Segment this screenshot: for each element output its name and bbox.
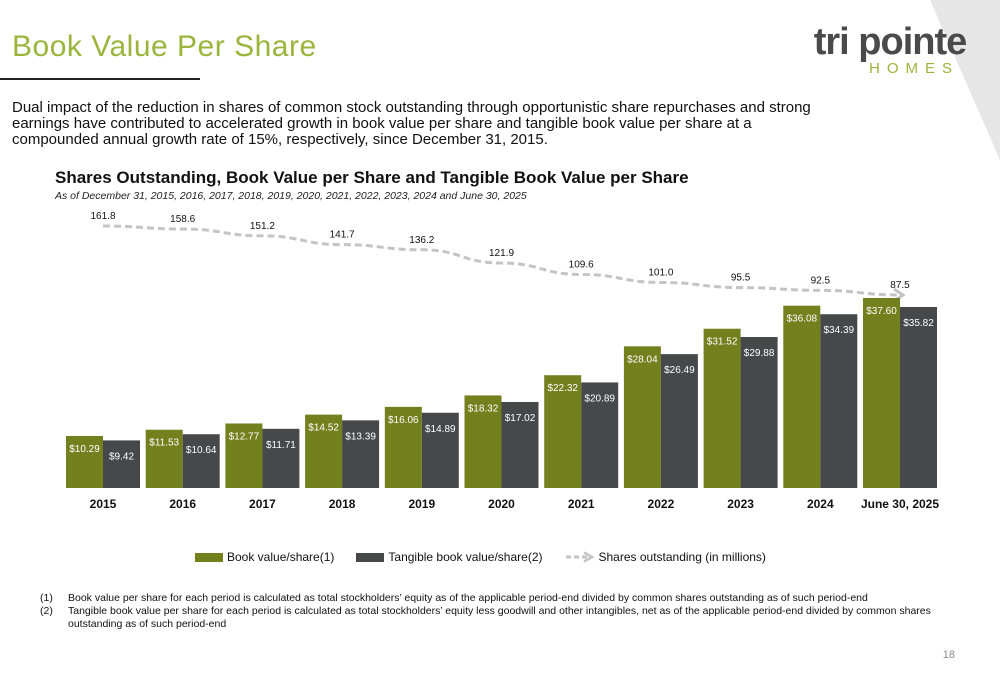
data-label-book-value: $16.06 <box>388 415 419 426</box>
bar-line-chart: $10.29 $9.42 161.8 2015 $11.53 $10.64 158.6 201… <box>66 211 939 511</box>
bar-tangible-book-value <box>421 412 459 488</box>
data-label-tangible-book-value: $17.02 <box>505 413 536 424</box>
data-label-book-value: $14.52 <box>308 423 339 434</box>
data-label-shares-outstanding: 92.5 <box>811 275 831 286</box>
bar-tangible-book-value <box>660 354 698 488</box>
bar-tangible-book-value <box>182 434 220 488</box>
data-label-tangible-book-value: $10.64 <box>186 445 217 456</box>
data-label-tangible-book-value: $13.39 <box>345 431 376 442</box>
data-label-tangible-book-value: $20.89 <box>584 393 615 404</box>
footnote-1: (1) Book value per share for each period… <box>40 592 960 605</box>
data-label-tangible-book-value: $11.71 <box>266 440 296 451</box>
chart-title: Shares Outstanding, Book Value per Share… <box>55 168 689 187</box>
legend-swatch-tangible-book-value <box>356 552 385 562</box>
data-label-tangible-book-value: $9.42 <box>109 451 134 462</box>
data-label-book-value: $11.53 <box>149 438 179 449</box>
bar-book-value <box>863 298 900 488</box>
x-tick-label: 2019 <box>408 497 435 511</box>
data-label-shares-outstanding: 158.6 <box>170 214 195 225</box>
chart-subtitle: As of December 31, 2015, 2016, 2017, 201… <box>55 190 527 202</box>
data-label-book-value: $31.52 <box>707 337 738 348</box>
x-tick-label: 2022 <box>648 497 675 511</box>
bar-tangible-book-value <box>581 382 619 488</box>
bar-tangible-book-value <box>103 440 140 488</box>
chart-legend: Book value/share(1) Tangible book value/… <box>195 550 788 564</box>
x-tick-label: 2023 <box>727 497 754 511</box>
shares-outstanding-line <box>102 224 901 297</box>
x-tick-label: 2017 <box>249 497 276 511</box>
legend-item-book-value: Book value/share(1) <box>195 550 334 564</box>
data-label-tangible-book-value: $14.89 <box>425 424 456 435</box>
data-label-book-value: $10.29 <box>69 444 100 455</box>
footnote-1-text: Book value per share for each period is … <box>68 592 868 604</box>
x-tick-label: 2020 <box>488 497 515 511</box>
data-label-shares-outstanding: 161.8 <box>90 211 115 222</box>
data-label-shares-outstanding: 101.0 <box>648 267 673 278</box>
footnotes: (1) Book value per share for each period… <box>40 592 960 631</box>
data-label-book-value: $22.32 <box>547 383 578 394</box>
title-underline <box>0 78 200 80</box>
data-label-shares-outstanding: 151.2 <box>250 221 275 232</box>
bar-book-value <box>66 436 103 488</box>
bar-tangible-book-value <box>740 337 778 488</box>
data-label-book-value: $18.32 <box>468 403 499 414</box>
x-tick-label: June 30, 2025 <box>861 497 939 511</box>
page-number: 18 <box>942 649 955 661</box>
x-tick-label: 2021 <box>568 497 595 511</box>
bar-book-value <box>544 375 582 488</box>
x-tick-label: 2018 <box>329 497 356 511</box>
legend-label-book-value: Book value/share(1) <box>227 550 335 564</box>
data-label-shares-outstanding: 136.2 <box>409 235 434 246</box>
footnote-2-number: (2) <box>40 605 53 617</box>
logo-wordmark: tri pointe <box>813 21 968 63</box>
bar-book-value <box>145 429 183 488</box>
legend-swatch-book-value <box>195 552 223 562</box>
bar-book-value <box>225 423 263 488</box>
bar-tangible-book-value <box>262 428 300 488</box>
footnote-1-number: (1) <box>40 592 53 604</box>
page-title: Book Value Per Share <box>12 30 317 63</box>
data-label-shares-outstanding: 109.6 <box>569 259 594 270</box>
bar-tangible-book-value <box>342 420 380 488</box>
legend-dashed-arrow-icon <box>565 551 595 563</box>
company-logo: tri pointe HOMES <box>810 22 970 76</box>
bar-book-value <box>783 305 821 488</box>
logo-subtext: HOMES <box>868 60 959 77</box>
bar-book-value <box>305 414 343 488</box>
data-label-shares-outstanding: 121.9 <box>489 248 514 259</box>
data-label-book-value: $37.60 <box>866 306 897 317</box>
legend-item-tangible-book-value: Tangible book value/share(2) <box>356 550 543 564</box>
data-label-book-value: $36.08 <box>787 314 818 325</box>
legend-label-shares-outstanding: Shares outstanding (in millions) <box>598 550 766 564</box>
legend-label-tangible-book-value: Tangible book value/share(2) <box>388 550 543 564</box>
footnote-2-text: Tangible book value per share for each p… <box>68 605 931 630</box>
bar-tangible-book-value <box>900 306 937 488</box>
x-tick-label: 2016 <box>169 497 196 511</box>
data-label-tangible-book-value: $29.88 <box>744 348 775 359</box>
data-label-book-value: $28.04 <box>627 354 658 365</box>
data-label-tangible-book-value: $35.82 <box>903 318 934 329</box>
bar-book-value <box>703 328 741 488</box>
bar-book-value <box>464 395 502 488</box>
data-label-tangible-book-value: $34.39 <box>824 325 855 336</box>
bar-tangible-book-value <box>820 314 858 488</box>
legend-item-shares-outstanding: Shares outstanding (in millions) <box>565 550 766 564</box>
bar-book-value <box>384 406 422 488</box>
data-label-shares-outstanding: 141.7 <box>330 230 355 241</box>
x-tick-label: 2024 <box>807 497 834 511</box>
intro-text: Dual impact of the reduction in shares o… <box>12 99 811 148</box>
x-tick-label: 2015 <box>90 497 117 511</box>
data-label-book-value: $12.77 <box>229 431 260 442</box>
data-label-shares-outstanding: 95.5 <box>731 273 751 284</box>
data-label-tangible-book-value: $26.49 <box>664 365 695 376</box>
bar-tangible-book-value <box>501 401 539 488</box>
data-label-shares-outstanding: 87.5 <box>890 280 910 291</box>
footnote-2: (2) Tangible book value per share for ea… <box>40 605 960 631</box>
bar-book-value <box>623 346 661 488</box>
corner-decoration <box>930 0 1000 160</box>
